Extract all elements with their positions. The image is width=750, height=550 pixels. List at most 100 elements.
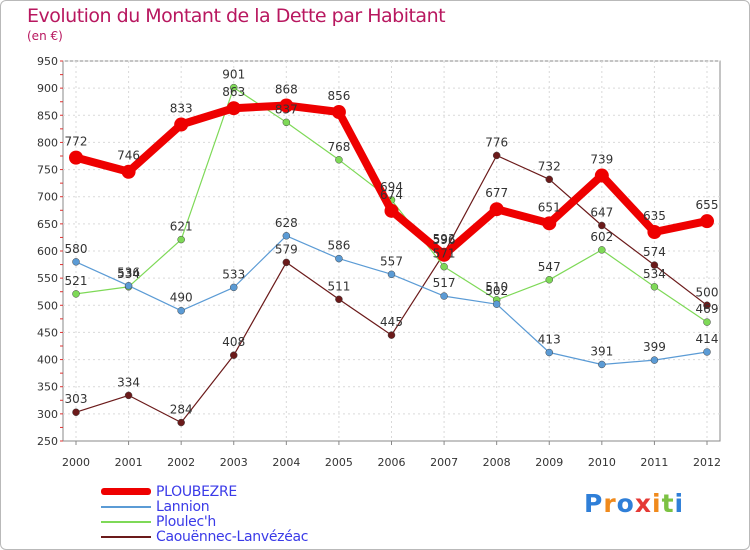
data-label: 602 (590, 230, 613, 244)
data-point (226, 101, 241, 116)
y-tick-label: 450 (37, 326, 58, 339)
legend-item-ploulech: Ploulec'h (101, 514, 361, 530)
data-point (230, 283, 238, 292)
x-tick-label: 2005 (325, 456, 353, 469)
data-point (650, 356, 659, 364)
data-label: 490 (170, 291, 193, 305)
data-point (492, 300, 501, 308)
data-label: 510 (485, 280, 508, 294)
data-label: 469 (696, 302, 719, 316)
y-tick-label: 950 (37, 55, 58, 68)
y-tick-label: 900 (37, 82, 58, 95)
data-point (598, 221, 606, 230)
y-tick-label: 800 (37, 136, 58, 149)
data-point (545, 276, 553, 284)
data-point (174, 117, 189, 132)
legend-label-ploulech: Ploulec'h (156, 514, 216, 530)
data-label: 768 (327, 140, 350, 154)
legend-item-lannion: Lannion (101, 499, 361, 515)
data-point (335, 295, 343, 304)
data-label: 863 (222, 85, 245, 99)
logo-letter: i (652, 489, 662, 518)
data-point (282, 118, 291, 127)
legend-item-ploubezre: PLOUBEZRE (101, 484, 361, 500)
data-point (335, 156, 343, 164)
data-label: 593 (433, 232, 456, 246)
x-tick-label: 2003 (220, 456, 248, 469)
y-tick-label: 600 (37, 245, 58, 258)
y-tick-label: 500 (37, 299, 58, 312)
legend-label-caouennec: Caouënnec-Lanvézéac (156, 529, 309, 545)
data-label: 868 (275, 83, 298, 97)
data-point (69, 150, 83, 165)
data-point (598, 360, 606, 369)
data-label: 414 (696, 332, 719, 346)
data-label: 500 (696, 285, 719, 299)
data-point (650, 283, 659, 291)
data-point (230, 351, 238, 359)
data-label: 628 (275, 216, 298, 230)
data-point (542, 216, 557, 231)
data-label: 579 (275, 242, 298, 256)
data-point (121, 164, 136, 179)
legend-swatch-ploubezre (101, 488, 151, 495)
data-label: 408 (222, 335, 245, 349)
data-label: 303 (65, 392, 88, 406)
data-label: 511 (327, 279, 350, 293)
chart-unit: (en €) (27, 29, 63, 43)
data-label: 521 (65, 274, 88, 288)
x-tick-label: 2000 (62, 456, 90, 469)
data-point (282, 258, 291, 267)
legend-label-ploubezre: PLOUBEZRE (156, 484, 237, 500)
x-tick-label: 2001 (115, 456, 143, 469)
data-label: 596 (433, 233, 456, 247)
data-label: 837 (275, 102, 298, 116)
legend-swatch-ploulech (101, 521, 151, 523)
logo-letter: P (584, 489, 604, 518)
data-label: 732 (538, 159, 561, 173)
data-label: 776 (485, 135, 508, 149)
x-tick-label: 2008 (483, 456, 511, 469)
data-point (492, 151, 501, 160)
data-label: 547 (538, 260, 561, 274)
data-point (279, 98, 294, 113)
data-label: 557 (380, 254, 403, 268)
data-point (440, 262, 448, 271)
data-label: 534 (117, 267, 140, 281)
data-label: 574 (643, 245, 666, 259)
legend-label-lannion: Lannion (156, 499, 210, 515)
data-point (437, 247, 452, 262)
data-point (387, 270, 396, 279)
data-point (703, 318, 711, 326)
x-tick-label: 2010 (588, 456, 616, 469)
x-tick-label: 2012 (693, 456, 721, 469)
data-point (700, 214, 714, 229)
data-point (72, 258, 80, 266)
data-label: 772 (65, 135, 88, 149)
proxiti-logo: Proxiti (584, 489, 684, 518)
data-point (331, 105, 346, 120)
y-tick-label: 350 (37, 381, 58, 394)
data-point (594, 168, 609, 183)
x-tick-label: 2007 (430, 456, 458, 469)
data-point (384, 203, 399, 218)
y-tick-label: 650 (37, 218, 58, 231)
data-point (124, 281, 133, 290)
data-label: 651 (538, 200, 561, 214)
data-point (647, 225, 662, 239)
data-point (177, 235, 185, 244)
data-point (335, 254, 343, 263)
data-point (230, 83, 238, 92)
data-label: 647 (590, 205, 613, 219)
data-label: 571 (433, 247, 456, 261)
data-label: 901 (222, 68, 245, 82)
data-label: 833 (170, 102, 193, 116)
data-label: 621 (170, 220, 193, 234)
data-label: 334 (117, 375, 140, 389)
x-tick-label: 2002 (167, 456, 195, 469)
data-label: 856 (327, 89, 350, 103)
y-tick-label: 300 (37, 408, 58, 421)
logo-letter: r (603, 489, 617, 518)
data-label: 674 (380, 188, 403, 202)
